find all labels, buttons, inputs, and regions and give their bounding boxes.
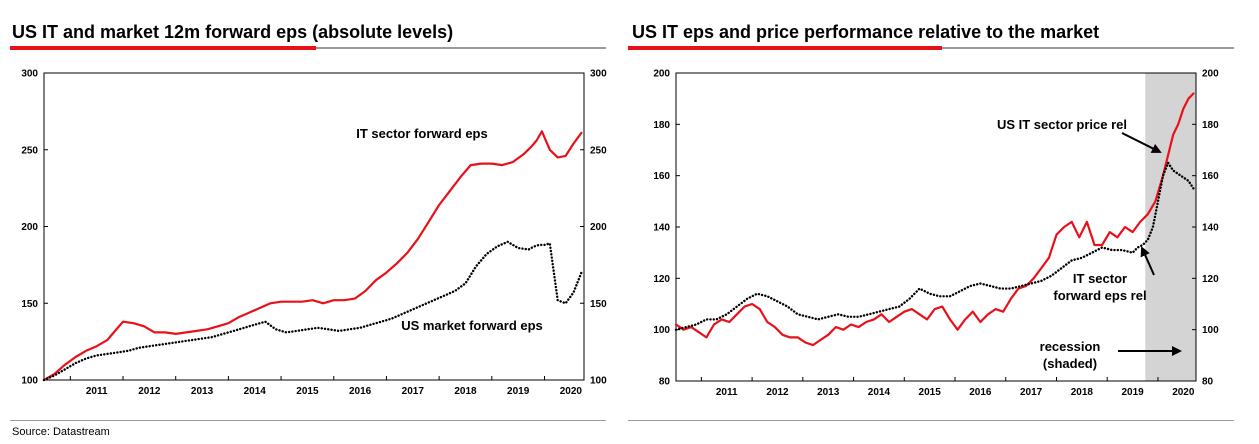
y-tick-label: 80: [659, 377, 671, 388]
y-tick-label: 120: [653, 274, 670, 285]
y-tick-label: 100: [21, 376, 38, 387]
x-tick-label: 2012: [138, 386, 161, 397]
y-tick-label-right: 200: [590, 222, 607, 233]
x-tick-label: 2013: [817, 387, 840, 398]
annotation-us-market-forward-eps: US market forward eps: [401, 318, 543, 333]
x-tick-label: 2019: [507, 386, 530, 397]
plot-frame: [43, 72, 585, 381]
y-tick-label: 140: [653, 223, 670, 234]
series-line-it-sector-forward-eps: [42, 130, 583, 382]
right-title-accent: [628, 46, 942, 50]
x-tick-label: 2014: [868, 387, 891, 398]
series-line-it-sector-forward-eps-rel: [674, 161, 1195, 331]
y-tick-label: 150: [21, 299, 38, 310]
right-chart-title: US IT eps and price performance relative…: [632, 22, 1100, 42]
x-tick-label: 2012: [766, 387, 789, 398]
x-tick-label: 2020: [1172, 387, 1195, 398]
annotation-eps-rel-line2: forward eps rel: [1053, 288, 1146, 303]
y-tick-label-right: 100: [590, 376, 607, 387]
x-tick-label: 2016: [349, 386, 372, 397]
y-tick-label-right: 180: [1202, 120, 1219, 131]
x-tick-label: 2020: [560, 386, 583, 397]
y-tick-label: 100: [653, 325, 670, 336]
series-line-us-market-forward-eps: [42, 240, 583, 382]
x-tick-label: 2018: [1071, 387, 1094, 398]
annotation-recession-line1: recession: [1040, 339, 1101, 354]
x-tick-label: 2013: [191, 386, 214, 397]
x-tick-label: 2017: [402, 386, 425, 397]
left-chart-title: US IT and market 12m forward eps (absolu…: [12, 22, 454, 42]
y-tick-label-right: 200: [1202, 69, 1219, 80]
y-tick-label: 160: [653, 171, 670, 182]
x-tick-label: 2011: [86, 386, 108, 397]
x-tick-label: 2018: [454, 386, 477, 397]
y-tick-label-right: 120: [1202, 274, 1219, 285]
left-title-accent: [10, 46, 316, 50]
y-tick-label-right: 150: [590, 299, 607, 310]
y-tick-label-right: 100: [1202, 325, 1219, 336]
series-line-us-it-sector-price-rel: [674, 92, 1195, 347]
y-tick-label-right: 160: [1202, 171, 1219, 182]
x-tick-label: 2019: [1121, 387, 1144, 398]
annotation-eps-rel-line1: IT sector: [1073, 271, 1127, 286]
y-tick-label-right: 80: [1202, 377, 1214, 388]
y-tick-label: 250: [21, 145, 38, 156]
x-tick-label: 2011: [716, 387, 738, 398]
annotation-it-sector-forward-eps: IT sector forward eps: [356, 126, 487, 141]
x-tick-label: 2017: [1020, 387, 1043, 398]
arrow-price-rel: [1121, 132, 1162, 153]
x-tick-label: 2015: [919, 387, 942, 398]
x-tick-label: 2014: [244, 386, 267, 397]
y-tick-label: 300: [21, 69, 38, 80]
right-footer-rule: [628, 420, 1234, 421]
source-note: Source: Datastream: [12, 426, 110, 438]
y-tick-label-right: 300: [590, 69, 607, 80]
annotation-recession-line2: (shaded): [1043, 356, 1097, 371]
chart-0: [42, 72, 585, 382]
left-footer-rule: [10, 420, 606, 421]
x-tick-label: 2015: [296, 386, 319, 397]
annotation-price-rel: US IT sector price rel: [997, 117, 1127, 132]
y-tick-label-right: 250: [590, 145, 607, 156]
x-tick-label: 2016: [969, 387, 992, 398]
y-tick-label-right: 140: [1202, 223, 1219, 234]
y-tick-label: 180: [653, 120, 670, 131]
arrow-eps-rel: [1140, 246, 1155, 276]
chart-1: [674, 72, 1197, 382]
y-tick-label: 200: [21, 222, 38, 233]
y-tick-label: 200: [653, 69, 670, 80]
